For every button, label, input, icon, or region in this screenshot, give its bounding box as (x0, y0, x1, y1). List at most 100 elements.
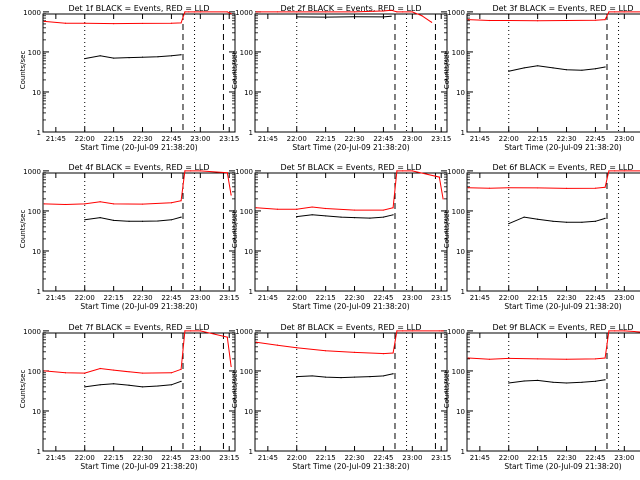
data-point (396, 330, 398, 332)
panel-1: Det 1f BLACK = Events, RED = LLD 1 10 100 10… (19, 4, 239, 152)
x-tick-label: 22:15 (316, 135, 336, 143)
data-point (199, 170, 201, 172)
series-line-lld (44, 330, 232, 374)
x-tick-label: 22:15 (528, 294, 548, 302)
data-point (230, 194, 232, 196)
panel-5: Det 5f BLACK = Events, RED = LLD 1 10 100 10… (231, 163, 451, 311)
data-point (604, 217, 606, 220)
y-axis-label: Counts/sec (231, 370, 239, 409)
data-point (523, 380, 525, 382)
panel-9: Det 9f BLACK = Events, RED = LLD 1 10 100 10… (443, 323, 640, 471)
data-point (170, 384, 173, 386)
data-point (311, 214, 313, 216)
data-point (430, 21, 433, 23)
series-line-events (84, 54, 182, 60)
data-point (565, 187, 568, 190)
data-point (184, 170, 186, 172)
x-tick-label: 21:45 (470, 135, 490, 143)
data-point (230, 365, 232, 367)
data-point (296, 16, 298, 18)
data-point (396, 170, 398, 172)
data-point (128, 220, 130, 222)
x-tick-label: 22:15 (528, 454, 548, 462)
data-point (537, 20, 539, 22)
data-point (230, 13, 232, 15)
data-point (99, 367, 101, 370)
data-point (180, 368, 182, 370)
data-point (402, 170, 404, 172)
data-point (508, 19, 510, 22)
y-tick-label: 1 (37, 129, 41, 137)
panel-4: Det 4f BLACK = Events, RED = LLD 1 10 100 10… (19, 163, 239, 311)
data-point (508, 70, 510, 72)
plot-frame (254, 13, 448, 133)
data-point (353, 11, 356, 13)
data-point (411, 330, 413, 332)
x-tick-label: 23:00 (402, 135, 422, 143)
series-line-lld (256, 9, 432, 23)
data-point (442, 330, 444, 332)
y-axis-label: Counts/sec (19, 210, 27, 249)
x-tick-label: 21:45 (258, 454, 278, 462)
series-line-events (296, 373, 394, 379)
x-tick-label: 21:45 (258, 135, 278, 143)
data-point (565, 382, 568, 384)
data-point (537, 65, 539, 67)
data-point (608, 170, 610, 172)
data-point (488, 187, 491, 189)
y-tick-label: 1000 (235, 328, 253, 336)
x-tick-label: 22:45 (373, 135, 393, 143)
x-axis-label: Start Time (20-Jul-09 21:38:20) (504, 302, 621, 311)
data-point (296, 11, 298, 13)
data-point (382, 216, 385, 218)
data-point (128, 371, 130, 373)
chart-title: Det 5f BLACK = Events, RED = LLD (280, 163, 421, 172)
x-tick-label: 22:00 (499, 454, 519, 462)
data-point (296, 376, 298, 378)
data-point (353, 217, 356, 219)
data-point (255, 341, 257, 343)
data-point (296, 208, 298, 210)
data-point (594, 220, 597, 222)
plot-frame (42, 332, 236, 452)
data-point (623, 330, 625, 332)
data-point (411, 170, 413, 172)
data-point (552, 381, 554, 383)
x-tick-label: 22:45 (161, 135, 181, 143)
x-axis-label: Start Time (20-Jul-09 21:38:20) (292, 462, 409, 471)
x-tick-label: 22:30 (132, 294, 152, 302)
data-point (594, 380, 597, 382)
data-point (141, 22, 144, 25)
data-point (84, 386, 86, 388)
data-point (614, 170, 616, 172)
data-point (392, 214, 394, 216)
x-tick-label: 21:45 (46, 135, 66, 143)
x-tick-label: 22:00 (287, 454, 307, 462)
data-point (508, 357, 510, 360)
data-point (99, 217, 101, 219)
data-point (43, 203, 45, 205)
y-axis-label: Counts/sec (443, 210, 451, 249)
data-point (508, 382, 510, 384)
x-tick-label: 23:00 (190, 454, 210, 462)
data-point (180, 54, 182, 56)
panel-2: Det 2f BLACK = Events, RED = LLD 1 10 100 10… (231, 4, 451, 152)
data-point (325, 215, 327, 217)
data-point (594, 358, 597, 360)
data-point (170, 372, 173, 374)
data-point (581, 221, 583, 223)
x-tick-label: 22:30 (132, 454, 152, 462)
data-point (390, 9, 392, 11)
data-point (523, 67, 525, 69)
data-point (614, 330, 616, 332)
x-tick-label: 22:45 (373, 294, 393, 302)
data-point (614, 11, 616, 13)
x-tick-label: 22:15 (316, 294, 336, 302)
y-tick-label: 10 (32, 408, 41, 416)
y-tick-label: 1 (249, 448, 253, 456)
y-tick-label: 1 (37, 448, 41, 456)
data-point (581, 381, 583, 383)
data-point (128, 57, 130, 59)
x-tick-label: 22:30 (344, 454, 364, 462)
